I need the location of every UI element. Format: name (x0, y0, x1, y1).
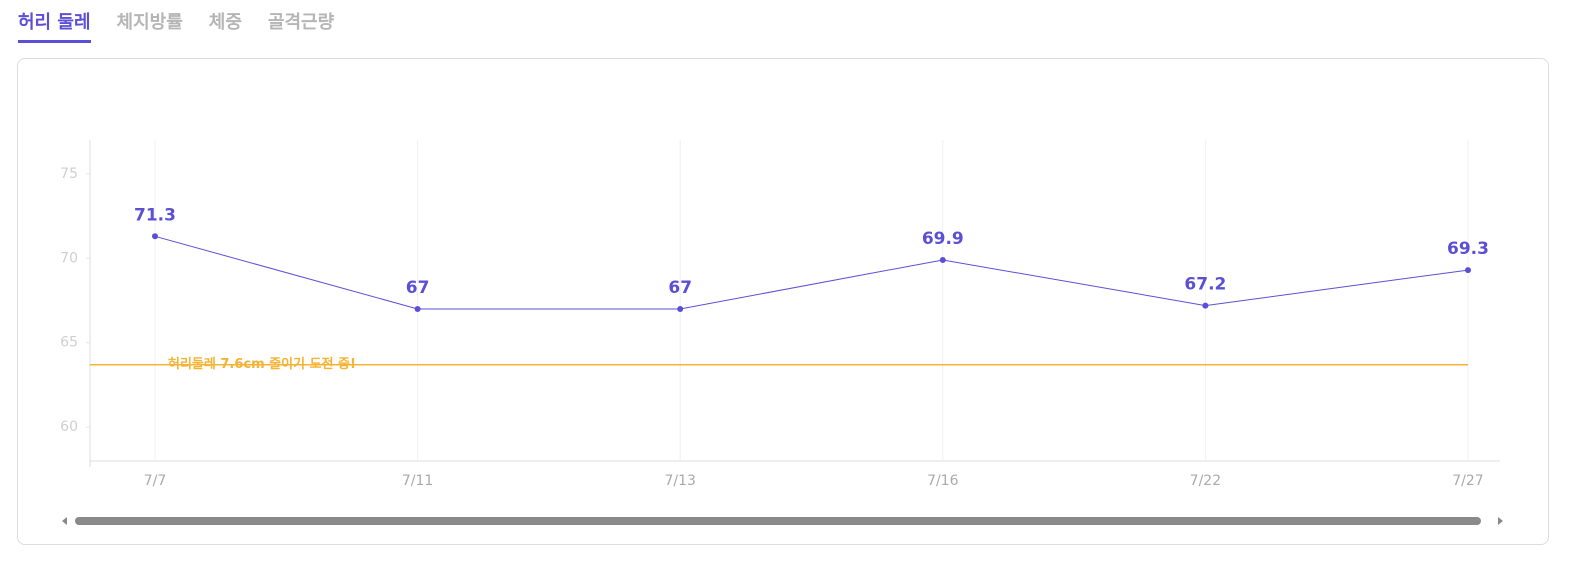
data-label: 71.3 (134, 205, 176, 225)
data-label: 67.2 (1184, 275, 1226, 295)
data-point (677, 305, 684, 312)
chart-card (17, 58, 1549, 545)
x-tick-label: 7/11 (402, 473, 433, 489)
tab[interactable]: 허리 둘레 (18, 8, 91, 43)
data-point (414, 305, 421, 312)
scrollbar-thumb[interactable] (75, 517, 1481, 525)
x-tick-label: 7/27 (1452, 473, 1483, 489)
data-label: 69.3 (1447, 239, 1489, 259)
data-label: 67 (668, 278, 692, 298)
tab[interactable]: 체중 (208, 12, 242, 33)
x-tick-label: 7/22 (1190, 473, 1221, 489)
x-tick-label: 7/13 (664, 473, 695, 489)
series-line (154, 235, 1469, 310)
data-point (1202, 302, 1209, 309)
data-point (152, 233, 158, 240)
data-point (939, 256, 946, 263)
y-tick-label: 70 (60, 250, 78, 266)
scroll-left[interactable] (62, 517, 67, 525)
y-tick-label: 75 (60, 166, 78, 182)
tab[interactable]: 체지방률 (116, 12, 183, 33)
y-tick-label: 60 (60, 419, 78, 435)
y-tick-label: 65 (60, 335, 78, 351)
data-label: 67 (406, 278, 430, 298)
x-tick-label: 7/16 (927, 473, 959, 489)
data-label: 69.9 (922, 229, 964, 249)
scroll-right[interactable] (1498, 517, 1503, 525)
tab-bar: 허리 둘레 체지방률 체중 골격근량 (18, 8, 334, 43)
x-tick-label: 7/7 (144, 473, 167, 489)
target-label: 허리둘레 7.6cm 줄이기 도전 중! (168, 356, 356, 372)
data-point (1465, 267, 1471, 274)
tab[interactable]: 골격근량 (267, 12, 335, 33)
